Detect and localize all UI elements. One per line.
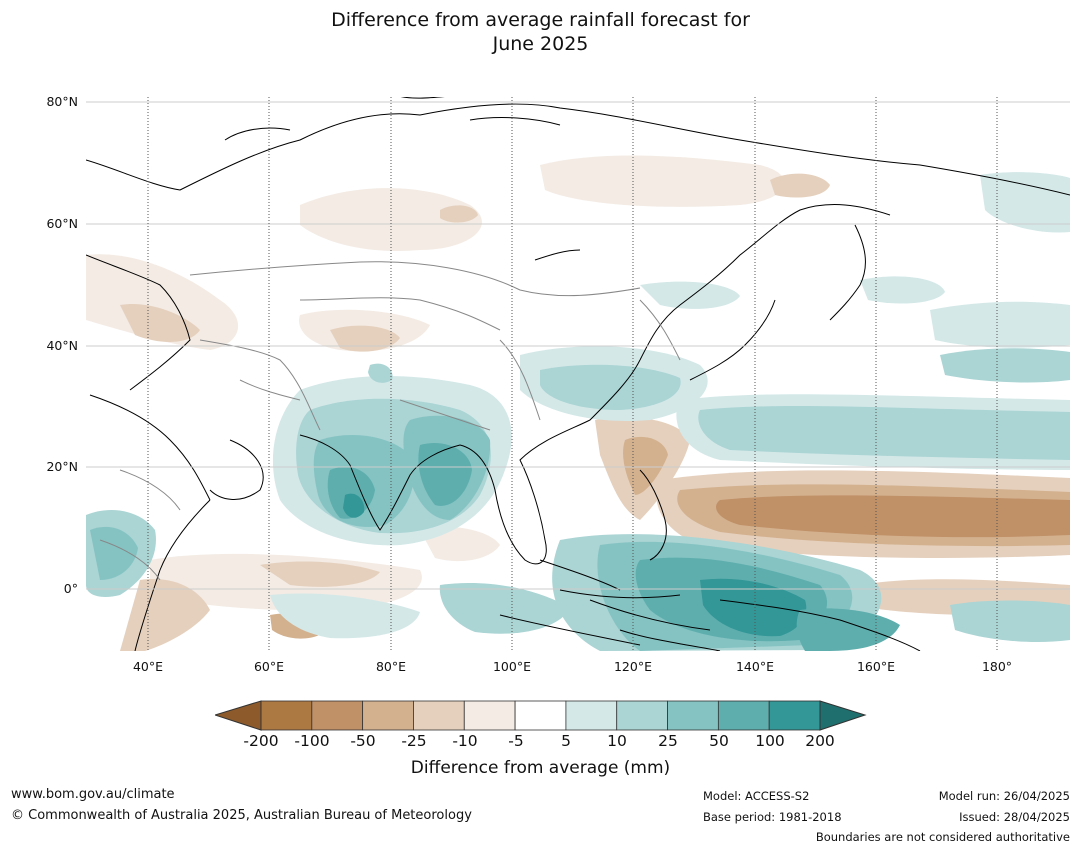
lon-label-160e: 160°E [856, 659, 895, 674]
colorbar-bin [616, 700, 668, 731]
colorbar-tick: 10 [607, 732, 627, 750]
lon-label-80e: 80°E [375, 659, 407, 674]
lat-label-60n: 60°N [46, 216, 78, 231]
colorbar-tick: -100 [294, 732, 330, 750]
colorbar-tick: -50 [350, 732, 376, 750]
coastlines [86, 97, 1070, 651]
colorbar-bin [768, 700, 821, 731]
lat-label-40n: 40°N [46, 338, 78, 353]
colorbar-high-extension [819, 700, 867, 731]
colorbar-tick: -200 [243, 732, 279, 750]
wet-anomaly-fields [86, 172, 1070, 651]
colorbar-bin [667, 700, 719, 731]
colorbar-tick: 100 [755, 732, 785, 750]
lon-label-40e: 40°E [132, 659, 164, 674]
lon-label-100e: 100°E [492, 659, 531, 674]
colorbar-tick: 200 [805, 732, 835, 750]
model-run-date: Model run: 26/04/2025 [938, 789, 1070, 803]
lat-label-20n: 20°N [46, 459, 78, 474]
colorbar-bin [311, 700, 364, 731]
lat-label-0: 0° [63, 581, 78, 596]
latitude-gridlines [86, 101, 1070, 590]
longitude-gridlines [147, 97, 998, 651]
lon-label-120e: 120°E [613, 659, 652, 674]
colorbar-tick: -25 [401, 732, 427, 750]
map-title: Difference from average rainfall forecas… [0, 8, 1081, 56]
colorbar-bin [463, 700, 516, 731]
model-name: Model: ACCESS-S2 [703, 789, 810, 803]
dry-anomaly-fields [86, 155, 1070, 651]
map-title-line1: Difference from average rainfall forecas… [331, 9, 750, 31]
base-period: Base period: 1981-2018 [703, 810, 842, 824]
colorbar-bin [717, 700, 770, 731]
colorbar-bin [413, 700, 465, 731]
colorbar-label: Difference from average (mm) [410, 758, 671, 778]
lon-label-60e: 60°E [253, 659, 285, 674]
colorbar-tick: 5 [561, 732, 571, 750]
copyright-text: © Commonwealth of Australia 2025, Austra… [11, 808, 472, 823]
colorbar-bin [362, 700, 414, 731]
colorbar-bin [260, 700, 313, 731]
map-title-line2: June 2025 [492, 33, 589, 55]
lat-label-80n: 80°N [46, 94, 78, 109]
colorbar-tick: 25 [658, 732, 678, 750]
colorbar-tick: -5 [508, 732, 524, 750]
colorbar-tick: 50 [709, 732, 729, 750]
website-link[interactable]: www.bom.gov.au/climate [11, 787, 175, 802]
colorbar [215, 700, 867, 731]
lon-label-180: 180° [981, 659, 1013, 674]
rainfall-anomaly-map [86, 97, 1070, 651]
colorbar-tick: -10 [452, 732, 478, 750]
boundaries-disclaimer: Boundaries are not considered authoritat… [815, 830, 1070, 844]
colorbar-low-extension [215, 700, 262, 731]
issued-date: Issued: 28/04/2025 [959, 810, 1070, 824]
country-borders [99, 261, 681, 581]
colorbar-bin [565, 700, 618, 731]
lon-label-140e: 140°E [735, 659, 774, 674]
colorbar-bin [514, 700, 567, 731]
